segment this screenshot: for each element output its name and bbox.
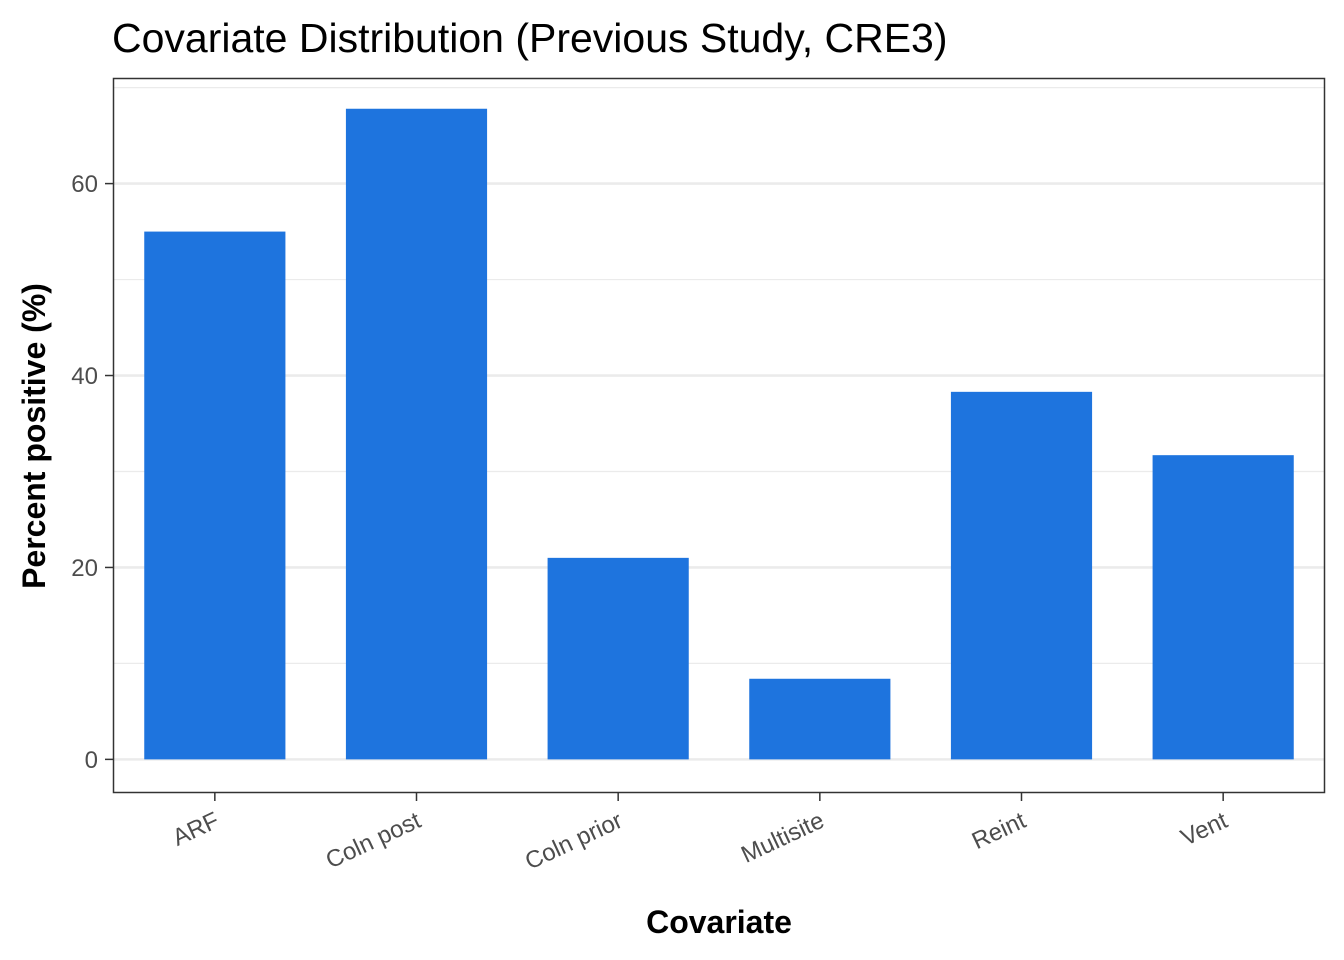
major-gridlines	[114, 182, 1324, 761]
x-axis-title: Covariate	[646, 904, 792, 940]
bars	[144, 108, 1294, 760]
bar-multisite	[749, 678, 891, 760]
bar-coln-prior	[547, 557, 689, 760]
panel-border	[112, 77, 1326, 794]
minor-gridlines	[114, 87, 1324, 665]
x-tick-label: Coln prior	[521, 807, 627, 875]
y-tick-label: 20	[71, 555, 98, 582]
x-tick-label: ARF	[168, 807, 223, 852]
y-tick-label: 0	[85, 747, 98, 774]
bar-arf	[144, 231, 286, 760]
y-tick-label: 40	[71, 363, 98, 390]
chart-title: Covariate Distribution (Previous Study, …	[112, 15, 948, 61]
y-tick-label: 60	[71, 171, 98, 198]
y-axis: 0 20 40 60	[71, 171, 114, 774]
x-tick-label: Reint	[968, 807, 1030, 855]
x-axis: ARF Coln post Coln prior Multisite Reint Vent	[168, 792, 1232, 875]
bar-vent	[1152, 455, 1294, 760]
y-axis-title: Percent positive (%)	[16, 283, 52, 589]
x-tick-label: Vent	[1177, 807, 1232, 852]
bar-reint	[950, 391, 1093, 760]
bar-coln-post	[345, 108, 488, 760]
x-tick-label: Coln post	[322, 807, 426, 874]
x-tick-label: Multisite	[737, 807, 828, 869]
